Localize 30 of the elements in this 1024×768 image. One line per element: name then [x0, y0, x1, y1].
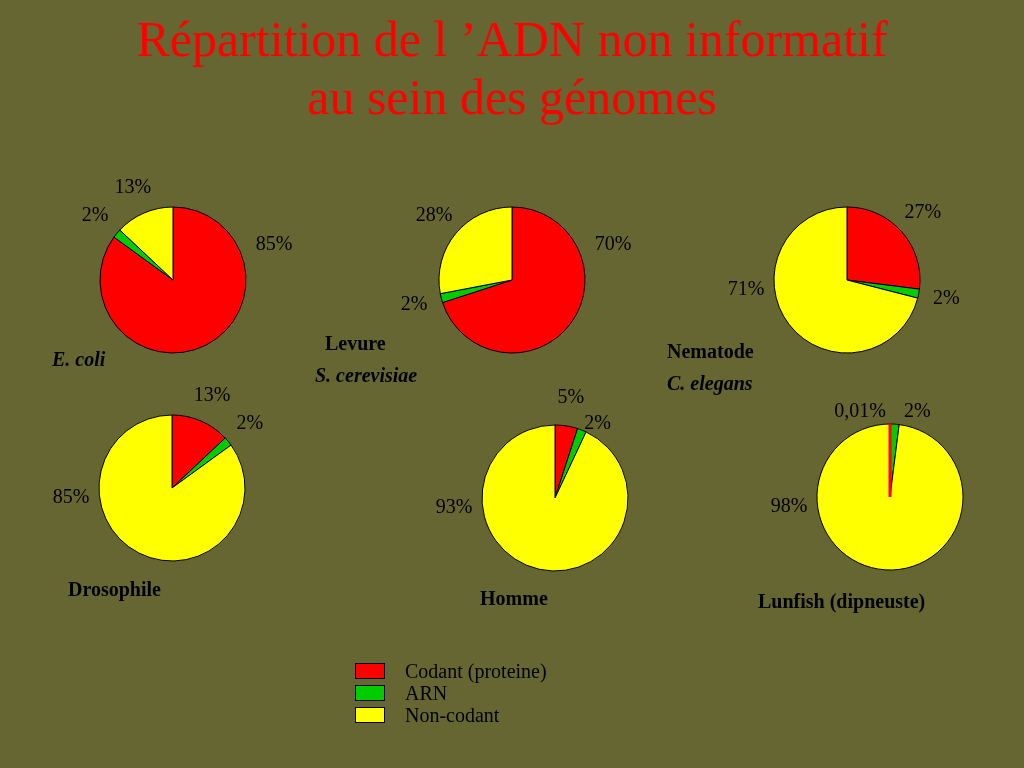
- data-label: 27%: [904, 200, 942, 223]
- data-label: 2%: [904, 399, 931, 422]
- legend-label: Non-codant: [405, 703, 500, 727]
- data-label: 98%: [770, 494, 808, 517]
- data-label: 71%: [727, 277, 765, 300]
- text: Nematode: [667, 340, 754, 363]
- data-label: 13%: [193, 382, 231, 405]
- text: C. elegans: [667, 372, 753, 395]
- data-label: 70%: [594, 232, 632, 255]
- data-label: 2%: [584, 411, 611, 434]
- data-label: 85%: [52, 485, 90, 508]
- text: Lunfish (dipneuste): [758, 590, 926, 613]
- text: Levure: [325, 332, 386, 355]
- data-label: 13%: [114, 174, 152, 197]
- data-label: 2%: [400, 292, 428, 315]
- text: Homme: [480, 587, 548, 610]
- data-label: 93%: [435, 495, 473, 518]
- legend-label: ARN: [405, 681, 448, 705]
- data-label: 28%: [415, 202, 453, 225]
- data-label: 85%: [255, 232, 293, 255]
- data-label: 5%: [557, 385, 585, 408]
- legend-label: Codant (proteine): [405, 659, 547, 683]
- data-label: 0,01%: [834, 399, 886, 422]
- text: S. cerevisiae: [315, 364, 418, 387]
- text: E. coli: [52, 348, 106, 371]
- data-label: 2%: [236, 410, 264, 433]
- data-label: 2%: [932, 286, 960, 309]
- data-label: 2%: [81, 202, 109, 225]
- text: Drosophile: [68, 578, 161, 601]
- text: Répartition de l ’ADN non informatif au sein des génomes: [135, 10, 889, 126]
